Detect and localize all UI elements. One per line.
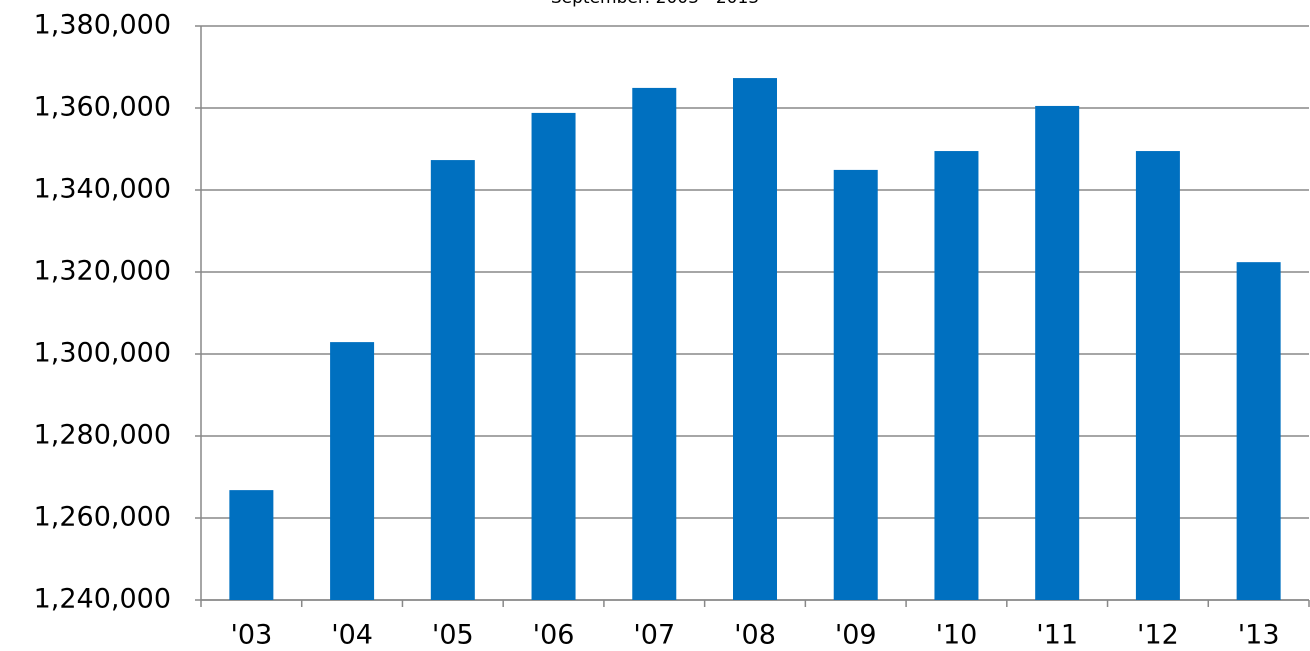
x-tick-label: '05 (432, 620, 474, 651)
x-tick-label: '13 (1238, 620, 1280, 651)
x-tick-label: '07 (633, 620, 675, 651)
y-tick-label: 1,340,000 (34, 174, 171, 205)
bar (833, 169, 878, 600)
x-tick-label: '03 (230, 620, 272, 651)
y-tick-label: 1,240,000 (34, 584, 171, 615)
y-tick-label: 1,380,000 (34, 10, 171, 41)
x-tick-label: '09 (835, 620, 877, 651)
bar (934, 151, 979, 601)
y-tick-label: 1,300,000 (34, 338, 171, 369)
bar (733, 78, 777, 600)
x-tick-label: '08 (734, 620, 776, 651)
y-tick-label: 1,280,000 (34, 420, 171, 451)
bar (1035, 105, 1080, 600)
bar (330, 342, 375, 600)
y-tick-label: 1,320,000 (34, 256, 171, 287)
x-tick-label: '06 (533, 620, 575, 651)
bar (229, 490, 274, 600)
x-tick-label: '04 (331, 620, 373, 651)
x-tick-label: '10 (936, 620, 978, 651)
y-tick-label: 1,360,000 (34, 92, 171, 123)
bar (531, 112, 576, 601)
bar (632, 87, 677, 600)
chart-subtitle: September: 2003 - 2013 (551, 0, 759, 8)
y-tick-label: 1,260,000 (34, 502, 171, 533)
bar (1135, 151, 1180, 601)
bar (1236, 262, 1281, 600)
x-tick-label: '12 (1137, 620, 1179, 651)
x-tick-label: '11 (1036, 620, 1078, 651)
bar (430, 160, 475, 600)
